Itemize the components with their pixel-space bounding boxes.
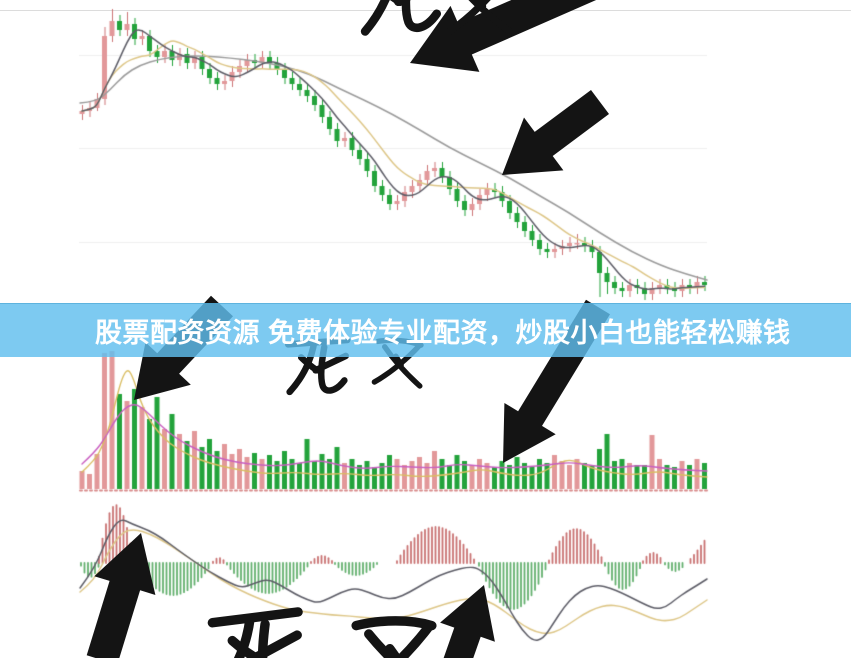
promo-banner[interactable]: 股票配资资源 免费体验专业配资，炒股小白也能轻松赚钱 bbox=[0, 303, 851, 357]
promo-banner-text: 股票配资资源 免费体验专业配资，炒股小白也能轻松赚钱 bbox=[95, 318, 791, 348]
